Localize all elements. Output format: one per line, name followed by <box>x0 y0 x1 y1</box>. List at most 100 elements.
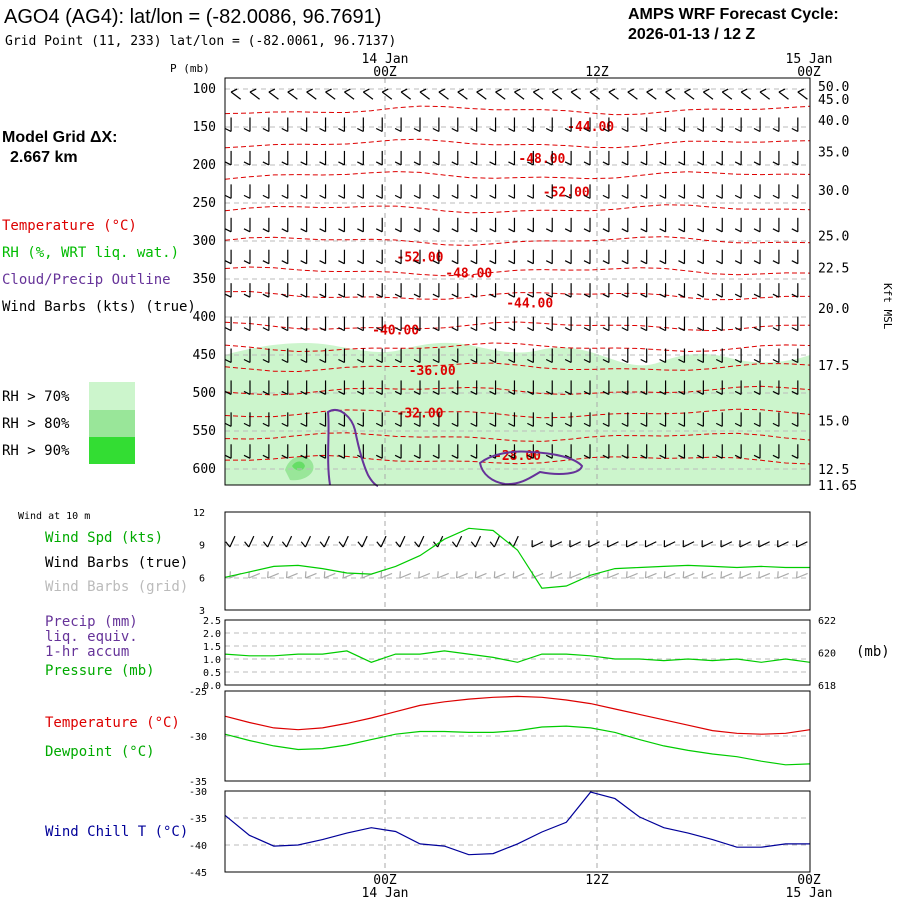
cross-section-wind-barb <box>602 249 610 265</box>
cross-section-wind-barb <box>772 444 780 459</box>
barb-feather <box>508 390 515 395</box>
barb-feather <box>224 228 232 233</box>
cross-section-wind-barb <box>262 348 270 364</box>
cross-section-wind-barb <box>319 150 327 166</box>
cross-section-wind-barb <box>451 316 459 332</box>
barb-feather <box>659 293 666 298</box>
barb-feather <box>394 422 402 427</box>
barb-feather <box>678 454 685 459</box>
cross-section-wind-barb <box>527 316 534 332</box>
cross-section-wind-barb <box>224 444 232 459</box>
barb-feather <box>262 327 270 332</box>
barb-feather <box>451 454 459 459</box>
cross-section-wind-barb <box>300 316 308 332</box>
chill-tick-label: -45 <box>189 868 207 879</box>
cross-section-wind-barb <box>791 348 799 364</box>
barb-staff <box>569 541 581 548</box>
cross-section-wind-barb <box>527 249 534 265</box>
barb-feather <box>621 161 629 166</box>
cross-section-wind-barb <box>791 150 799 166</box>
surface-dewpoint-label: Dewpoint (°C) <box>45 744 155 760</box>
cross-section-wind-barb <box>678 444 686 459</box>
cross-section-wind-barb <box>394 348 402 364</box>
temp-ticks: -25 -30 -35 <box>189 687 207 788</box>
top-hour-2: 12Z <box>585 65 609 80</box>
temperature-contour <box>224 408 811 419</box>
legend-rh90-label: RH > 90% <box>2 443 70 459</box>
barb-feather <box>640 293 647 298</box>
barb-feather <box>697 358 704 364</box>
cross-section-wind-barb <box>678 348 686 364</box>
cross-section-wind-barb <box>772 117 780 133</box>
cross-section-wind-barb <box>357 380 364 395</box>
cross-section-wind-barb <box>413 316 421 332</box>
cross-section-wind-barb <box>753 217 761 233</box>
cross-section-wind-barb <box>753 249 761 265</box>
barb-feather <box>432 161 440 166</box>
barb-staff <box>531 541 544 548</box>
barb-feather <box>470 228 477 233</box>
cross-section-wind-barb <box>375 150 383 166</box>
wind-barb-grid <box>739 571 752 579</box>
cross-section-wind-barb <box>602 412 610 427</box>
cross-section-wind-barb <box>564 316 572 332</box>
barb-staff <box>627 91 638 100</box>
barb-feather <box>262 422 270 427</box>
cross-section-wind-barb <box>230 88 242 100</box>
cross-section-wind-barb <box>451 184 459 199</box>
barb-staff <box>739 572 752 579</box>
barb-feather <box>734 454 742 459</box>
barb-staff <box>796 572 808 579</box>
cross-section-wind-barb <box>678 380 686 395</box>
temperature-contour-label: -48.00 <box>518 152 565 167</box>
cross-section-wind-barb <box>394 249 402 265</box>
barb-feather <box>621 260 629 265</box>
barb-feather <box>772 161 780 166</box>
cross-section-wind-barb <box>697 217 704 233</box>
barb-feather <box>357 422 364 427</box>
temperature-contour <box>224 266 811 277</box>
wind-barb-true <box>550 540 563 548</box>
barb-feather <box>300 161 307 166</box>
barb-feather <box>734 390 742 395</box>
wind-barb-grid <box>248 571 261 579</box>
barb-staff <box>646 91 657 100</box>
cross-section-wind-barb <box>262 380 270 395</box>
cross-section-wind-barb <box>545 217 553 233</box>
barb-feather <box>564 260 572 265</box>
barb-feather <box>508 228 515 233</box>
cross-section-wind-barb <box>753 348 761 364</box>
barb-feather <box>363 88 370 93</box>
barb-feather <box>583 327 591 332</box>
height-tick-label: 40.0 <box>818 114 849 129</box>
cross-section-wind-barb <box>338 249 346 265</box>
cross-section-wind-barb <box>432 249 440 265</box>
cross-section-wind-barb <box>715 316 723 332</box>
cross-section-wind-barb <box>791 380 799 395</box>
wind-barb-true <box>720 540 733 548</box>
barb-feather <box>791 358 799 364</box>
cross-section-wind-barb <box>489 184 497 199</box>
cross-section-wind-barb <box>715 412 723 427</box>
wind-barb-true <box>489 535 500 548</box>
barb-feather <box>413 127 421 133</box>
barb-feather <box>319 327 326 332</box>
barb-feather <box>438 88 446 93</box>
barb-feather <box>659 161 666 166</box>
cross-section-wind-barb <box>583 283 591 298</box>
barb-feather <box>394 454 402 459</box>
cross-section-wind-barb <box>627 88 638 100</box>
cross-section-wind-barb <box>394 412 402 427</box>
barb-feather <box>583 127 591 133</box>
temperature-contour-label: -52.00 <box>543 185 590 200</box>
barb-staff <box>664 572 676 579</box>
barb-feather <box>791 228 799 233</box>
barb-feather <box>230 88 238 93</box>
cross-section-wind-barb <box>583 217 591 233</box>
barb-feather <box>338 228 345 233</box>
barb-feather <box>489 228 496 233</box>
barb-staff <box>607 572 619 579</box>
barb-feather <box>734 194 742 199</box>
barb-feather <box>602 327 610 332</box>
barb-feather <box>319 454 326 459</box>
